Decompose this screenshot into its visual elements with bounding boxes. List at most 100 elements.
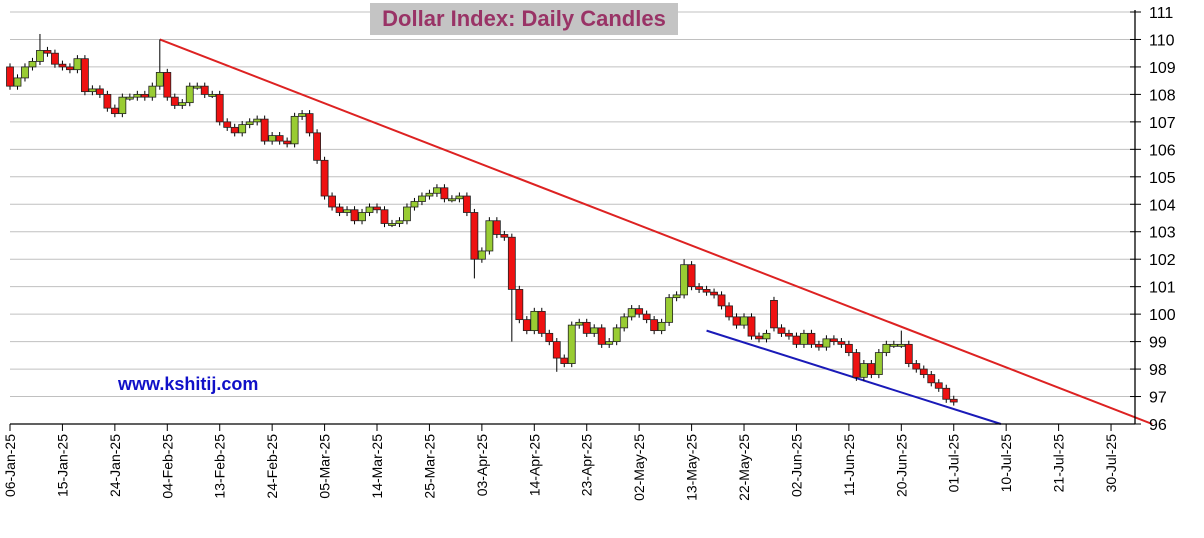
candle (710, 288, 718, 299)
candle-body (777, 327, 786, 334)
candle (687, 261, 696, 291)
candle-body (148, 85, 157, 98)
candle (403, 203, 411, 225)
candle (515, 285, 524, 324)
x-tick-label: 15-Jan-25 (54, 434, 70, 497)
candle-body (470, 212, 479, 260)
candle-body (125, 96, 134, 100)
candle (537, 307, 546, 337)
axes: 111 110 109 108 107 106 105 104 103 102 101 100 99 98… (2, 5, 1176, 501)
candle-body (238, 124, 247, 134)
candle (552, 338, 561, 372)
candle (650, 316, 659, 335)
candle (81, 55, 89, 96)
candle-body (81, 58, 89, 93)
candle (815, 340, 823, 351)
candle-body (897, 343, 906, 347)
candle-body (485, 220, 494, 252)
candle-body (672, 294, 681, 299)
candle-body (627, 308, 636, 318)
candle (545, 329, 554, 346)
candle-body (800, 332, 808, 345)
candle (245, 118, 254, 129)
candle-body (462, 195, 471, 213)
candle-body (882, 343, 891, 353)
candle-body (28, 61, 37, 68)
candle (58, 60, 67, 71)
chart-title: Dollar Index: Daily Candles (370, 3, 678, 35)
candle-body (440, 187, 449, 200)
candle-body (545, 332, 554, 342)
candle (313, 129, 321, 164)
candle-body (230, 126, 239, 134)
candle (590, 324, 599, 337)
candle (178, 99, 187, 109)
x-tick-label: 01-Jul-25 (946, 434, 962, 493)
candle (560, 354, 569, 368)
candle (433, 184, 441, 197)
candle (785, 329, 793, 340)
candle-body (537, 310, 546, 334)
candle-body (6, 66, 14, 87)
candle-body (335, 206, 344, 213)
candle-body (740, 316, 748, 326)
candle-body (844, 343, 853, 353)
candle (448, 195, 456, 203)
y-tick-label: 107 (1149, 115, 1176, 132)
candle (230, 123, 239, 137)
candle (672, 291, 681, 302)
candle (747, 313, 756, 340)
candle (844, 340, 853, 357)
candle-body (567, 324, 576, 364)
candle (919, 365, 928, 379)
candle-body (597, 327, 606, 345)
candle-body (66, 66, 74, 71)
candle (912, 360, 921, 373)
candle (657, 318, 666, 335)
candle-body (185, 85, 194, 104)
candle (260, 115, 269, 145)
candle-body (934, 382, 943, 389)
x-tick-label: 13-May-25 (684, 434, 700, 501)
candle-body (118, 96, 127, 115)
y-tick-label: 108 (1149, 87, 1176, 104)
candle (328, 192, 336, 211)
candle (942, 384, 951, 403)
candle (762, 329, 771, 343)
candle-body (178, 102, 187, 106)
candle (253, 115, 262, 126)
candle-body (650, 319, 659, 332)
candle-body (313, 132, 321, 161)
candle (807, 329, 816, 348)
candle (582, 318, 591, 337)
candle-body (215, 94, 224, 123)
candle (298, 110, 307, 120)
candle-body (193, 85, 202, 89)
candle-body (687, 264, 696, 288)
y-tick-label: 111 (1149, 5, 1173, 22)
candle-body (358, 212, 366, 222)
x-tick-label: 11-Jun-25 (841, 434, 857, 496)
candle-body (223, 121, 232, 128)
candle-body (51, 52, 59, 65)
x-tick-label: 03-Apr-25 (474, 434, 490, 496)
candle-body (395, 220, 404, 224)
candle-body (13, 77, 22, 87)
candle (51, 49, 59, 68)
candle-body (755, 335, 763, 340)
candle (163, 68, 172, 101)
x-tick-label: 04-Feb-25 (159, 434, 175, 499)
y-tick-label: 103 (1149, 225, 1176, 242)
candle (148, 82, 157, 101)
x-tick-label: 06-Jan-25 (2, 434, 18, 497)
candle-body (268, 135, 277, 142)
candle (343, 206, 351, 217)
candle (927, 370, 936, 387)
candle-body (140, 94, 149, 98)
candle (627, 305, 636, 321)
candle-body (373, 206, 381, 211)
y-tick-label: 96 (1149, 417, 1167, 434)
candle (635, 305, 644, 318)
candle (185, 82, 194, 107)
